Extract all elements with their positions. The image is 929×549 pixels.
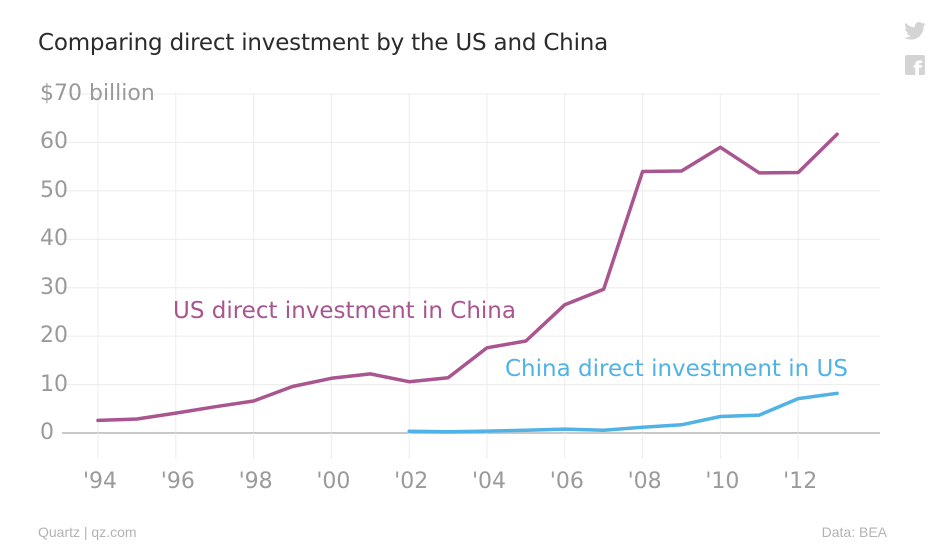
y-tick-label: 30 xyxy=(40,274,68,300)
y-tick-label: 10 xyxy=(40,371,68,397)
source-credit: Quartz | qz.com xyxy=(38,524,137,540)
x-tick-label: '94 xyxy=(82,469,118,494)
facebook-icon[interactable]: f xyxy=(905,55,925,75)
china-investment-line xyxy=(407,391,839,434)
x-tick-label: '96 xyxy=(160,469,195,494)
y-tick-label: 60 xyxy=(40,129,68,155)
x-tick-label: '10 xyxy=(705,469,740,494)
us-series-label: US direct investment in China xyxy=(173,298,516,324)
x-tick-label: '02 xyxy=(394,469,429,494)
y-tick-label: 40 xyxy=(40,226,68,252)
y-tick-label: 50 xyxy=(40,177,68,203)
x-tick-label: '04 xyxy=(471,469,507,494)
china-series-label: China direct investment in US xyxy=(505,356,848,382)
chart-title: Comparing direct investment by the US an… xyxy=(38,30,609,56)
x-tick-label: '06 xyxy=(549,469,584,494)
y-tick-label: $70 billion xyxy=(40,81,155,106)
x-tick-label: '12 xyxy=(783,469,818,494)
us-investment-line xyxy=(96,132,839,423)
y-tick-label: 0 xyxy=(40,420,54,445)
x-tick-label: '08 xyxy=(627,469,662,494)
data-source: Data: BEA xyxy=(821,524,887,540)
x-tick-label: '00 xyxy=(316,469,351,494)
y-tick-label: 20 xyxy=(40,323,68,349)
twitter-icon[interactable] xyxy=(904,22,926,40)
x-tick-label: '98 xyxy=(238,469,273,494)
